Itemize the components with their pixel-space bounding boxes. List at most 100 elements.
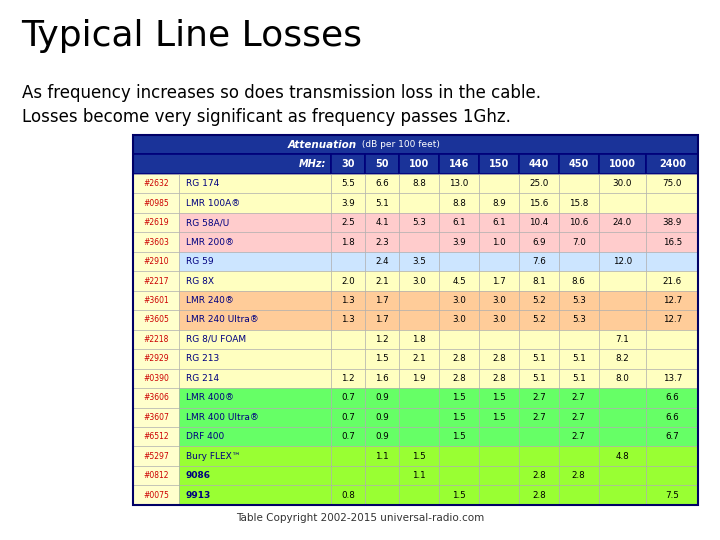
Text: #0390: #0390 [143,374,169,383]
Bar [479,427,519,447]
Bar [133,466,179,485]
Text: 1.5: 1.5 [452,491,466,500]
Text: 100: 100 [409,159,429,169]
Bar [479,369,519,388]
Bar [559,252,598,271]
Text: 3.9: 3.9 [452,238,466,247]
Bar [479,485,519,505]
Bar [179,252,330,271]
Bar [399,193,439,213]
Bar [179,174,330,193]
Bar [439,271,479,291]
Text: 12.0: 12.0 [613,257,632,266]
Text: 1.7: 1.7 [375,315,389,325]
Bar [519,174,559,193]
Bar [133,291,179,310]
Bar [330,271,365,291]
Text: 15.6: 15.6 [529,199,549,208]
Bar [598,388,646,408]
Bar [179,427,330,447]
Bar [598,330,646,349]
Text: #3601: #3601 [143,296,169,305]
Bar [479,232,519,252]
Bar [479,330,519,349]
Bar [330,330,365,349]
Bar [479,310,519,330]
Text: 1.8: 1.8 [413,335,426,344]
Text: 6.6: 6.6 [375,179,389,188]
Bar [646,427,698,447]
Bar [133,232,179,252]
Bar [439,466,479,485]
Bar [399,174,439,193]
Text: (dB per 100 feet): (dB per 100 feet) [359,140,440,149]
Bar [559,466,598,485]
Bar [399,447,439,466]
Text: 2.7: 2.7 [532,413,546,422]
Bar [439,193,479,213]
Text: 8.6: 8.6 [572,276,585,286]
Bar [519,154,559,174]
Text: RG 59: RG 59 [186,257,213,266]
Bar [519,485,559,505]
Bar [598,232,646,252]
Bar [519,252,559,271]
Bar [330,408,365,427]
Bar [519,310,559,330]
Text: 12.7: 12.7 [662,315,682,325]
Text: 5.2: 5.2 [532,315,546,325]
Bar [179,408,330,427]
Bar [399,252,439,271]
Bar [479,408,519,427]
Bar [646,271,698,291]
Text: 2.1: 2.1 [375,276,389,286]
Bar [365,213,399,232]
Bar [330,369,365,388]
Text: 3.5: 3.5 [412,257,426,266]
Bar [439,369,479,388]
Bar [646,349,698,369]
Bar [399,408,439,427]
Bar [519,330,559,349]
Bar [559,291,598,310]
Text: 4.8: 4.8 [616,452,629,461]
Bar [399,232,439,252]
Text: 2.7: 2.7 [532,393,546,402]
Bar [598,349,646,369]
Text: #2217: #2217 [143,276,168,286]
Text: #3605: #3605 [143,315,169,325]
Bar [559,408,598,427]
Text: #0812: #0812 [143,471,168,480]
Bar [598,271,646,291]
Bar [330,291,365,310]
Bar [439,330,479,349]
Text: LMR 240®: LMR 240® [186,296,233,305]
Bar [646,310,698,330]
Text: 1.6: 1.6 [375,374,389,383]
Text: 3.0: 3.0 [492,315,506,325]
Text: LMR 100A®: LMR 100A® [186,199,240,208]
Text: Table Copyright 2002-2015 universal-radio.com: Table Copyright 2002-2015 universal-radi… [236,512,484,523]
Text: 1.5: 1.5 [413,452,426,461]
Text: 1.3: 1.3 [341,315,355,325]
Text: 0.7: 0.7 [341,393,355,402]
Bar [598,408,646,427]
Text: 2.7: 2.7 [572,432,585,441]
Text: 5.3: 5.3 [572,315,585,325]
Bar [399,349,439,369]
Bar [439,252,479,271]
Bar [598,369,646,388]
Text: 13.0: 13.0 [449,179,469,188]
Bar [365,174,399,193]
Bar [479,349,519,369]
Text: 2400: 2400 [659,159,685,169]
Text: 0.7: 0.7 [341,413,355,422]
Bar [399,154,439,174]
Text: 4.5: 4.5 [452,276,466,286]
Text: 6.6: 6.6 [665,393,679,402]
Bar [330,213,365,232]
Bar [646,193,698,213]
Bar [330,349,365,369]
Text: 2.8: 2.8 [572,471,585,480]
Text: 6.9: 6.9 [532,238,546,247]
